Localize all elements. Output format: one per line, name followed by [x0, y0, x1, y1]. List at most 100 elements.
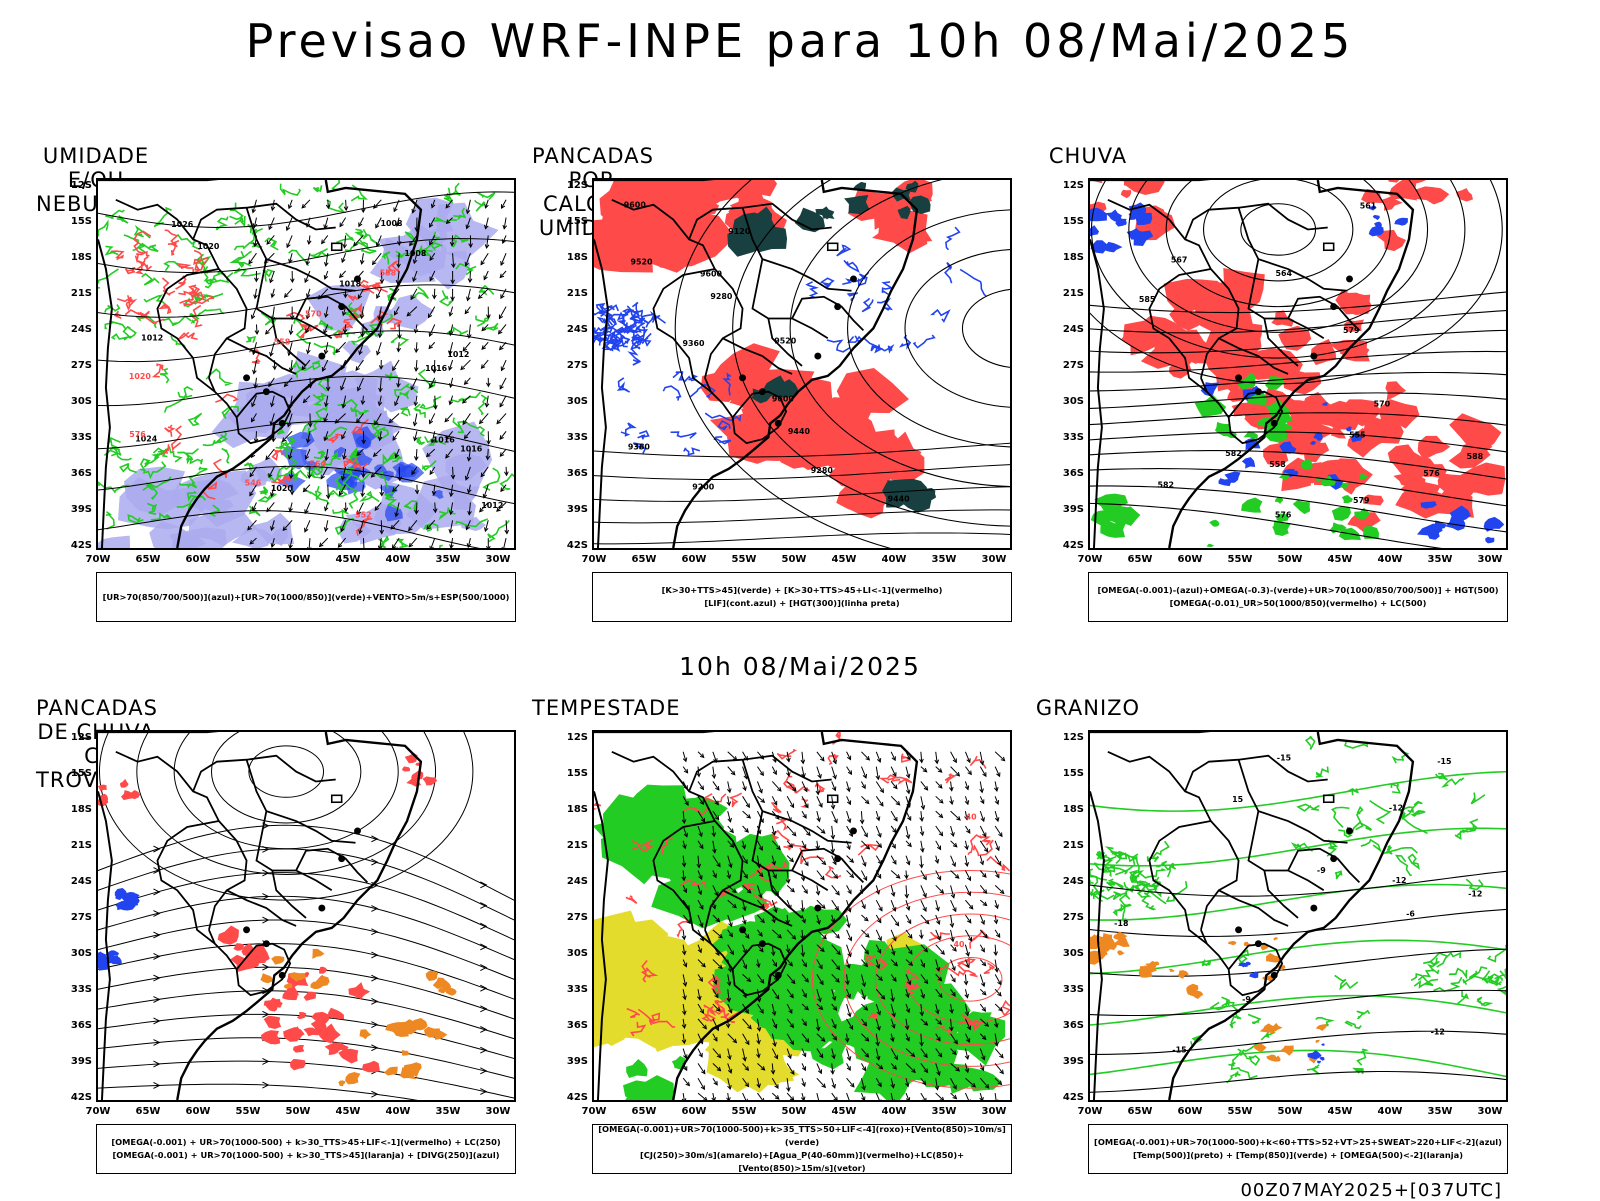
streamline	[98, 896, 514, 963]
lifted-index-blue	[837, 246, 850, 256]
wind-vector	[995, 1063, 1003, 1073]
thickness-contour-red	[117, 295, 132, 301]
lake-island	[775, 972, 782, 979]
wind-vector	[772, 781, 781, 790]
streamline	[98, 849, 514, 925]
contour-label: 9600	[624, 200, 647, 209]
wind-vector	[817, 856, 826, 865]
latitude-tick-label: 27S	[1052, 360, 1084, 371]
thunder-red	[319, 967, 327, 974]
legend-line: [OMEGA(-0.001)+UR>70(1000-500)+k<60+TTS>…	[1094, 1136, 1502, 1149]
longitude-tick-label: 70W	[574, 1106, 614, 1117]
wind-vector	[249, 253, 256, 263]
country-state-border	[272, 870, 306, 917]
latitude-tick-label: 30S	[60, 396, 92, 407]
latitude-tick-label: 39S	[556, 1056, 588, 1067]
longitude-tick-label: 70W	[574, 554, 614, 565]
temp850-green	[1370, 801, 1390, 824]
precip-water-red	[777, 750, 795, 759]
legend-line: [OMEGA(-0.001)-(azul)+OMEGA(-0.3)-(verde…	[1097, 584, 1498, 597]
contour-label: 564	[1276, 269, 1293, 278]
latitude-tick-label: 39S	[1052, 1056, 1084, 1067]
thunder-orange	[284, 983, 293, 989]
streamline	[98, 1084, 514, 1100]
latitude-tick-label: 18S	[60, 804, 92, 815]
contour-label: -15	[1437, 757, 1451, 766]
longitude-tick-label: 45W	[824, 554, 864, 565]
rain-blue	[1242, 457, 1255, 468]
latitude-tick-label: 15S	[556, 216, 588, 227]
latitude-tick-label: 21S	[556, 840, 588, 851]
contour-label: 558	[274, 338, 291, 347]
wind-vector	[328, 485, 329, 499]
country-state-border	[1108, 752, 1239, 930]
streamline-ring	[249, 746, 324, 797]
contour-label: -15	[1172, 1046, 1186, 1055]
lake-island	[279, 972, 286, 979]
humidity-contour-green	[363, 229, 378, 244]
latitude-tick-label: 24S	[556, 876, 588, 887]
federal-district	[1324, 243, 1334, 250]
latitude-tick-label: 12S	[1052, 180, 1084, 191]
wind-vector	[921, 1093, 926, 1100]
temp850-green	[1449, 969, 1467, 977]
panel-legend: [K>30+TTS>45](verde) + [K>30+TTS>45+LI<-…	[592, 572, 1012, 622]
contour-label: 1012	[481, 501, 503, 510]
latitude-tick-label: 42S	[556, 540, 588, 551]
lifted-index-blue	[671, 432, 697, 438]
lifted-index-blue	[684, 448, 700, 455]
federal-district	[1324, 795, 1334, 802]
rain-red	[1385, 381, 1406, 400]
temp850-green	[1142, 897, 1154, 910]
latitude-tick-label: 15S	[1052, 216, 1084, 227]
thunder-red	[402, 766, 410, 771]
wind-vector	[951, 767, 960, 776]
federal-district	[332, 243, 342, 250]
lake-island	[243, 374, 250, 381]
thunder-red	[233, 943, 243, 951]
contour-label: -15	[1277, 753, 1291, 762]
contour-label: 1020	[129, 372, 152, 381]
streamline	[98, 1038, 514, 1081]
lifted-index-blue	[638, 431, 649, 439]
contour-label: 576	[129, 430, 146, 439]
latitude-tick-label: 42S	[60, 540, 92, 551]
longitude-tick-label: 70W	[1070, 554, 1110, 565]
temp850-green	[1458, 991, 1468, 1003]
federal-district	[828, 243, 838, 250]
wind-vector	[757, 1093, 764, 1100]
lifted-index-blue	[663, 386, 680, 400]
temp850-green	[1249, 1015, 1260, 1024]
contour-label: 588	[1467, 452, 1484, 461]
thunder-red	[362, 1061, 380, 1073]
thickness-contour-red	[178, 264, 193, 268]
wind-vector	[995, 885, 1004, 893]
latitude-tick-label: 36S	[556, 468, 588, 479]
wind-vector	[936, 885, 944, 893]
temp500-isotherm	[1090, 909, 1506, 937]
contour-label: 1018	[339, 279, 362, 288]
latitude-tick-label: 36S	[556, 1020, 588, 1031]
contour-label: 576	[1423, 469, 1440, 478]
thunder-red	[120, 779, 129, 788]
precip-water-red	[970, 931, 989, 949]
panel-legend: [UR>70(850/700/500)](azul)+[UR>70(1000/8…	[96, 572, 516, 622]
wind-vector	[399, 253, 400, 267]
rain-green	[1293, 500, 1310, 514]
pacific-coastline	[594, 239, 608, 548]
mid-forecast-time: 10h 08/Mai/2025	[0, 652, 1600, 681]
thickness-contour-red	[162, 278, 175, 295]
omega-orange	[1193, 990, 1203, 999]
contour-label: 570	[305, 310, 322, 319]
thunder-red	[304, 992, 316, 1001]
longitude-tick-label: 65W	[128, 1106, 168, 1117]
pacific-coastline	[98, 791, 112, 1100]
longitude-tick-label: 65W	[1120, 554, 1160, 565]
longitude-tick-label: 45W	[824, 1106, 864, 1117]
latitude-tick-label: 30S	[1052, 396, 1084, 407]
humidity-contour-green	[230, 203, 243, 220]
temp850-green	[1316, 767, 1328, 777]
contour-label: 40	[966, 813, 978, 822]
contour-label: 9520	[774, 337, 797, 346]
omega-orange	[1117, 950, 1125, 955]
